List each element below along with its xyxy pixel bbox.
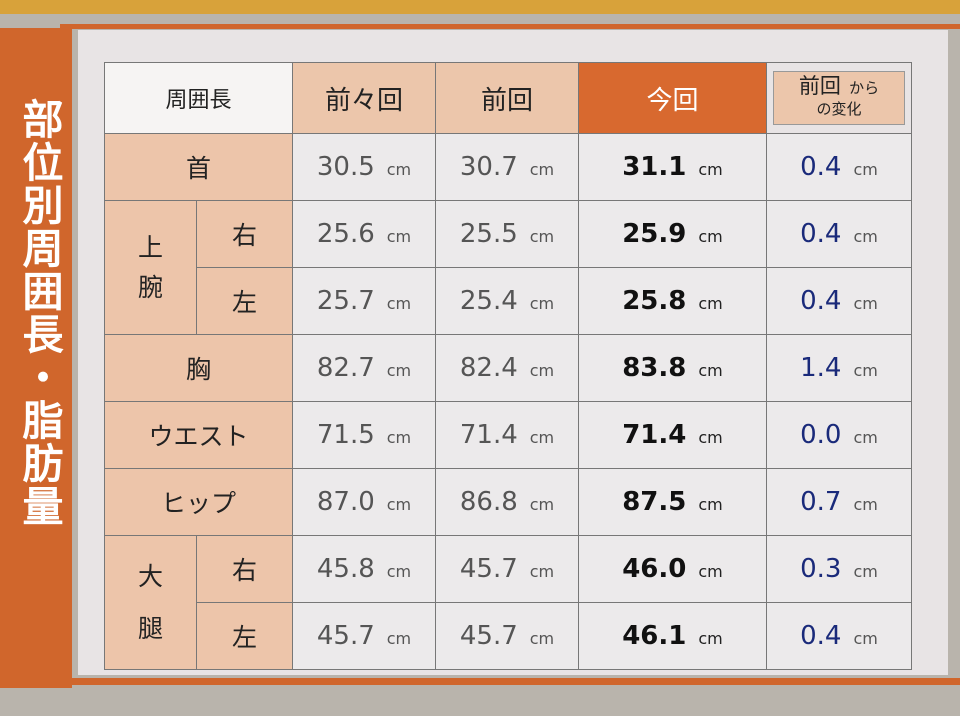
part-label: ヒップ bbox=[104, 468, 293, 536]
part-label: 右 bbox=[196, 200, 293, 268]
value-change: 0.7 cm bbox=[766, 468, 912, 536]
header-label: 周囲長 bbox=[104, 62, 293, 134]
value-now: 83.8 cm bbox=[578, 334, 767, 402]
value-change: 1.4 cm bbox=[766, 334, 912, 402]
header-change: 前回 から の変化 bbox=[766, 62, 912, 134]
value-change: 0.4 cm bbox=[766, 267, 912, 335]
value-prev2: 45.8 cm bbox=[292, 535, 436, 603]
header-change-suffix: から bbox=[849, 79, 880, 97]
value-prev2: 25.6 cm bbox=[292, 200, 436, 268]
value-prev: 82.4 cm bbox=[435, 334, 579, 402]
table-row: 大 腿 右 45.8 cm 45.7 cm 46.0 cm 0.3 cm bbox=[104, 535, 912, 670]
table-row: 左 25.7 cm 25.4 cm 25.8 cm 0.4 cm bbox=[105, 267, 912, 335]
value-change: 0.4 cm bbox=[766, 602, 912, 670]
group-label-arm: 上 腕 bbox=[104, 200, 197, 335]
part-label: ウエスト bbox=[104, 401, 293, 469]
value-prev: 45.7 cm bbox=[435, 602, 579, 670]
value-now: 25.9 cm bbox=[578, 200, 767, 268]
table-row: 首 30.5 cm 30.7 cm 31.1 cm 0.4 cm bbox=[104, 133, 912, 201]
value-change: 0.3 cm bbox=[766, 535, 912, 603]
table-row: 左 45.7 cm 45.7 cm 46.1 cm 0.4 cm bbox=[105, 602, 912, 670]
header-now: 今回 bbox=[578, 62, 767, 134]
header-change-main: 前回 bbox=[798, 74, 841, 98]
value-now: 31.1 cm bbox=[578, 133, 767, 201]
value-prev: 25.4 cm bbox=[435, 267, 579, 335]
table-row: ヒップ 87.0 cm 86.8 cm 87.5 cm 0.7 cm bbox=[104, 468, 912, 536]
value-prev2: 25.7 cm bbox=[292, 267, 436, 335]
group-label-thigh: 大 腿 bbox=[104, 535, 197, 670]
value-prev2: 45.7 cm bbox=[292, 602, 436, 670]
value-prev: 86.8 cm bbox=[435, 468, 579, 536]
value-change: 0.0 cm bbox=[766, 401, 912, 469]
value-prev: 71.4 cm bbox=[435, 401, 579, 469]
header-change-box: 前回 から の変化 bbox=[773, 71, 905, 125]
sidebar-title: 部位別周囲長・脂肪量 bbox=[15, 98, 63, 528]
value-prev2: 82.7 cm bbox=[292, 334, 436, 402]
table-row: 上 腕 右 25.6 cm 25.5 cm 25.9 cm 0.4 cm bbox=[104, 200, 912, 335]
value-prev2: 71.5 cm bbox=[292, 401, 436, 469]
sidebar: 部位別周囲長・脂肪量 bbox=[0, 28, 72, 688]
value-change: 0.4 cm bbox=[766, 200, 912, 268]
part-label: 右 bbox=[196, 535, 293, 603]
top-border-line bbox=[60, 24, 960, 29]
table-row: ウエスト 71.5 cm 71.4 cm 71.4 cm 0.0 cm bbox=[104, 401, 912, 469]
part-label: 左 bbox=[196, 602, 293, 670]
circumference-table: 周囲長 前々回 前回 今回 前回 から の変化 首 30.5 cm 30.7 cm … bbox=[104, 62, 912, 670]
value-now: 71.4 cm bbox=[578, 401, 767, 469]
value-change: 0.4 cm bbox=[766, 133, 912, 201]
part-label: 胸 bbox=[104, 334, 293, 402]
header-row: 周囲長 前々回 前回 今回 前回 から の変化 bbox=[104, 62, 912, 134]
top-color-strip bbox=[0, 0, 960, 14]
value-now: 46.0 cm bbox=[578, 535, 767, 603]
value-prev2: 87.0 cm bbox=[292, 468, 436, 536]
part-label: 左 bbox=[196, 267, 293, 335]
header-prev2: 前々回 bbox=[292, 62, 436, 134]
value-prev: 25.5 cm bbox=[435, 200, 579, 268]
value-prev: 30.7 cm bbox=[435, 133, 579, 201]
table-row: 胸 82.7 cm 82.4 cm 83.8 cm 1.4 cm bbox=[104, 334, 912, 402]
value-now: 25.8 cm bbox=[578, 267, 767, 335]
value-prev2: 30.5 cm bbox=[292, 133, 436, 201]
header-prev: 前回 bbox=[435, 62, 579, 134]
value-now: 87.5 cm bbox=[578, 468, 767, 536]
bottom-border-line bbox=[70, 678, 960, 685]
value-now: 46.1 cm bbox=[578, 602, 767, 670]
part-label: 首 bbox=[104, 133, 293, 201]
header-change-line2: の変化 bbox=[816, 100, 862, 118]
value-prev: 45.7 cm bbox=[435, 535, 579, 603]
